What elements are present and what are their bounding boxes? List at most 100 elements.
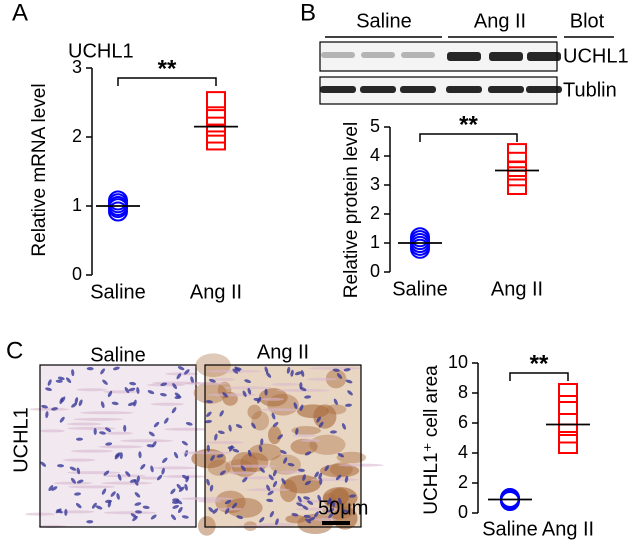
blot-group: Saline: [356, 10, 412, 32]
stain: [269, 454, 301, 475]
nucleus: [142, 505, 150, 509]
nucleus: [59, 397, 64, 405]
nucleus: [70, 477, 76, 484]
nucleus: [64, 508, 68, 516]
nucleus: [86, 367, 94, 371]
nucleus: [317, 494, 322, 502]
nucleus: [267, 490, 274, 496]
panel-label: C: [6, 337, 23, 364]
nucleus: [117, 473, 122, 481]
point: [507, 143, 527, 164]
y-tick-label: 4: [458, 442, 468, 462]
nucleus: [280, 450, 287, 455]
fiber: [73, 417, 124, 421]
nucleus: [295, 427, 299, 435]
y-tick-label: 5: [370, 116, 380, 136]
nucleus: [319, 477, 323, 485]
image-row-label: UCHL1: [10, 407, 32, 473]
nucleus: [271, 412, 276, 420]
nucleus: [45, 411, 49, 419]
nucleus: [272, 480, 278, 488]
nucleus: [335, 474, 342, 481]
nucleus: [91, 502, 97, 509]
fiber: [139, 476, 162, 480]
band: [526, 86, 562, 93]
nucleus: [286, 366, 291, 374]
fiber: [300, 438, 321, 442]
nucleus: [48, 485, 54, 492]
fiber: [79, 411, 134, 415]
nucleus: [258, 445, 263, 453]
nucleus: [172, 383, 177, 390]
fiber: [271, 382, 300, 386]
fiber: [150, 402, 185, 406]
blot-group: Ang II: [474, 10, 526, 32]
fiber: [67, 485, 115, 489]
nucleus: [333, 398, 338, 406]
panel-label: B: [300, 0, 316, 26]
point: [558, 413, 578, 433]
nucleus: [177, 366, 185, 371]
nucleus: [148, 431, 155, 437]
nucleus: [176, 499, 183, 505]
nucleus: [45, 387, 52, 391]
y-tick-label: 2: [370, 203, 380, 223]
y-tick-label: 8: [458, 382, 468, 402]
nucleus: [277, 434, 283, 440]
band: [361, 52, 395, 58]
stain: [336, 451, 367, 464]
stain: [331, 487, 349, 506]
nucleus: [234, 367, 242, 371]
stain: [296, 404, 329, 419]
nucleus: [184, 369, 190, 375]
y-tick-label: 0: [72, 264, 82, 284]
fiber: [205, 441, 245, 445]
nucleus: [176, 483, 182, 490]
band: [360, 86, 396, 93]
fiber: [120, 439, 174, 443]
significance: **: [530, 350, 549, 377]
nucleus: [242, 390, 247, 398]
nucleus: [247, 449, 252, 457]
nucleus: [318, 421, 324, 428]
nucleus: [78, 399, 83, 407]
fiber: [185, 382, 228, 386]
y-axis-label: UCHL1⁺ cell area: [421, 365, 442, 515]
nucleus: [107, 390, 113, 398]
nucleus: [257, 396, 262, 404]
nucleus: [297, 468, 305, 472]
nucleus: [244, 379, 251, 384]
fiber: [229, 464, 277, 468]
y-axis-label: Relative mRNA level: [29, 83, 50, 256]
nucleus: [299, 382, 303, 390]
band: [446, 86, 482, 93]
fiber: [153, 466, 197, 470]
fiber: [217, 507, 243, 511]
nucleus: [214, 433, 218, 441]
fiber: [259, 408, 299, 412]
stain: [279, 479, 297, 503]
nucleus: [146, 444, 154, 448]
point: [558, 383, 578, 403]
nucleus: [150, 514, 157, 520]
fiber: [223, 386, 272, 390]
nucleus: [283, 457, 288, 464]
nucleus: [341, 509, 349, 513]
nucleus: [266, 372, 272, 378]
nucleus: [304, 451, 312, 456]
stain: [193, 382, 227, 404]
nucleus: [74, 397, 79, 405]
nucleus: [105, 427, 112, 432]
fiber: [58, 510, 95, 514]
nucleus: [160, 382, 168, 387]
nucleus: [318, 472, 323, 480]
fiber: [182, 451, 232, 455]
stain: [322, 486, 358, 509]
fiber: [165, 372, 199, 376]
point: [108, 190, 128, 211]
y-tick-label: 6: [458, 412, 468, 432]
band: [488, 86, 524, 93]
nucleus: [65, 377, 72, 384]
band: [320, 86, 356, 93]
